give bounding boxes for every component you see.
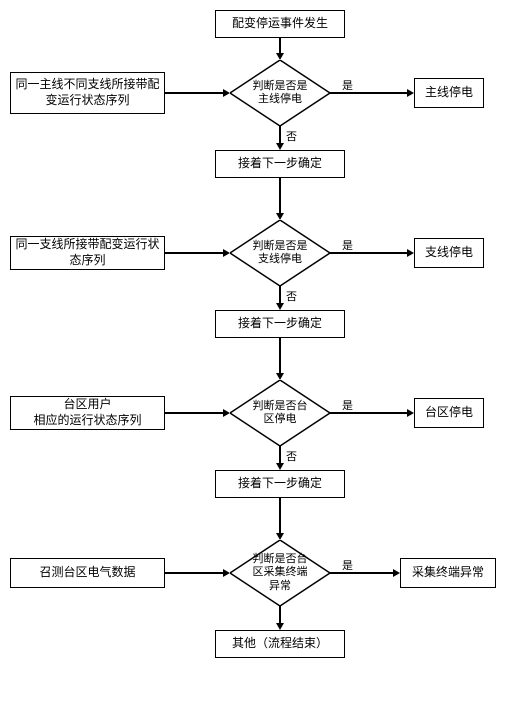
left-input-0: 同一主线不同支线所接带配变运行状态序列 <box>10 72 165 114</box>
yes-output-2: 台区停电 <box>414 398 484 428</box>
decision-0: 判断是否是主线停电 <box>230 60 330 126</box>
no-label-2: 否 <box>286 448 297 464</box>
decision-text-3: 判断是否台区采集终端异常 <box>250 553 310 593</box>
yes-label-3: 是 <box>342 557 353 573</box>
decision-text-0: 判断是否是主线停电 <box>250 80 310 106</box>
decision-3: 判断是否台区采集终端异常 <box>230 540 330 606</box>
mid-step-2: 接着下一步确定 <box>215 470 345 498</box>
no-label-1: 否 <box>286 288 297 304</box>
yes-label-2: 是 <box>342 397 353 413</box>
end-box: 其他（流程结束） <box>215 630 345 658</box>
decision-1: 判断是否是支线停电 <box>230 220 330 286</box>
mid-step-1: 接着下一步确定 <box>215 310 345 338</box>
decision-2: 判断是否台区停电 <box>230 380 330 446</box>
no-label-0: 否 <box>286 128 297 144</box>
left-input-2: 台区用户相应的运行状态序列 <box>10 396 165 430</box>
decision-text-2: 判断是否台区停电 <box>250 400 310 426</box>
end-text: 其他（流程结束） <box>232 636 328 652</box>
start-box: 配变停运事件发生 <box>215 10 345 38</box>
left-input-1: 同一支线所接带配变运行状态序列 <box>10 236 165 270</box>
yes-label-0: 是 <box>342 77 353 93</box>
yes-label-1: 是 <box>342 237 353 253</box>
left-input-3: 召测台区电气数据 <box>10 558 165 588</box>
start-text: 配变停运事件发生 <box>232 16 328 32</box>
yes-output-3: 采集终端异常 <box>400 558 496 588</box>
mid-step-0: 接着下一步确定 <box>215 150 345 178</box>
yes-output-0: 主线停电 <box>414 78 484 108</box>
decision-text-1: 判断是否是支线停电 <box>250 240 310 266</box>
yes-output-1: 支线停电 <box>414 238 484 268</box>
